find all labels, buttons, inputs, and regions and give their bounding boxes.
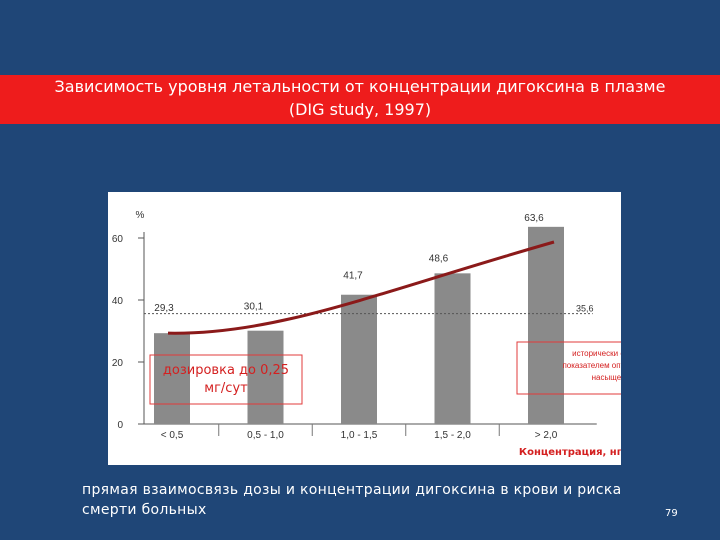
mortality-bar-chart: 0 20 40 60% 35,6 29,3 30,1 41,7 48,6 63,6 < 0,5 0,5… bbox=[112, 210, 621, 458]
y-tick-label: 60 bbox=[112, 234, 124, 245]
slide-title-line2: (DIG study, 1997) bbox=[288, 100, 432, 119]
x-tick-label: > 2,0 bbox=[535, 430, 558, 441]
bar bbox=[341, 294, 377, 424]
trend-curve bbox=[167, 240, 555, 335]
x-tick-label: 1,5 - 2,0 bbox=[434, 430, 471, 441]
slide-title-line1: Зависимость уровня летальности от концен… bbox=[54, 77, 666, 96]
y-tick-label: 20 bbox=[112, 358, 124, 369]
optimal-saturation-callout-box bbox=[516, 341, 621, 395]
chart-panel: 0 20 40 60% 35,6 29,3 30,1 41,7 48,6 63,6 < 0,5 0,5… bbox=[108, 192, 621, 465]
data-value-label: 30,1 bbox=[244, 302, 264, 313]
x-axis-label: Концентрация, нг/мл bbox=[519, 447, 621, 458]
x-tick-label: < 0,5 bbox=[161, 430, 184, 441]
title-bar: Зависимость уровня летальности от концен… bbox=[0, 75, 720, 124]
bar bbox=[154, 333, 190, 424]
data-value-label: 41,7 bbox=[343, 271, 363, 282]
slide-caption: прямая взаимосвязь дозы и концентрации д… bbox=[82, 482, 622, 518]
dosage-callout-text: дозировка до 0,25 мг/сут bbox=[163, 363, 289, 396]
bar bbox=[528, 226, 564, 424]
data-value-label: 29,3 bbox=[154, 303, 174, 314]
dosage-callout-box bbox=[149, 354, 303, 405]
bar bbox=[247, 330, 284, 424]
y-tick-label: 40 bbox=[112, 296, 124, 307]
y-tick-label: 0 bbox=[117, 420, 123, 431]
data-value-label: 48,6 bbox=[429, 253, 449, 264]
x-tick-label: 1,0 - 1,5 bbox=[341, 430, 378, 441]
data-value-label: 63,6 bbox=[524, 213, 544, 224]
page-number: 79 bbox=[665, 508, 678, 519]
reference-line-label: 35,6 bbox=[576, 304, 594, 314]
y-axis-label: % bbox=[136, 210, 145, 221]
optimal-saturation-callout-text: исторически считалсяпоказателем оптималь… bbox=[562, 349, 621, 382]
bar bbox=[434, 273, 471, 424]
x-tick-label: 0,5 - 1,0 bbox=[247, 430, 284, 441]
